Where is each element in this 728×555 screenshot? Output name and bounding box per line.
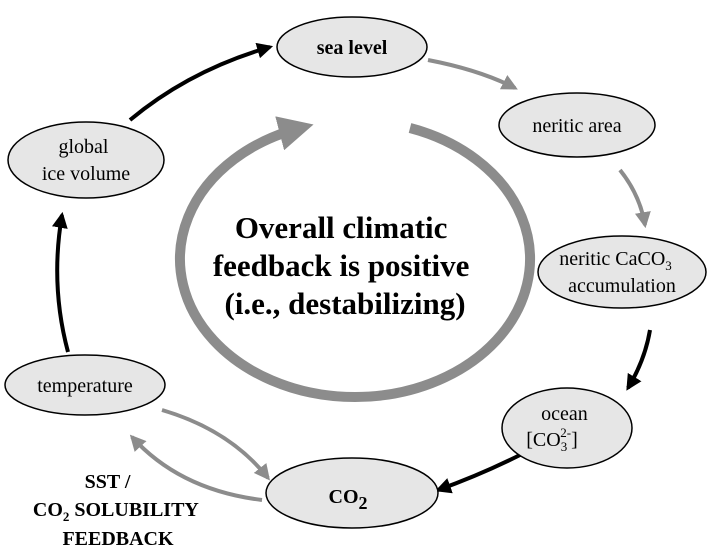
feedback-label: SST / CO2 SOLUBILITY FEEDBACK: [33, 471, 203, 550]
node-label: neritic area: [532, 115, 621, 137]
arrow: [51, 211, 70, 353]
center-text: Overall climatic feedback is positive (i…: [213, 210, 477, 321]
node-label: CO2: [329, 486, 368, 513]
text-part: 2-: [560, 425, 571, 440]
node: [4, 354, 166, 416]
arrow: [128, 42, 274, 122]
text-part: (i.e., destabilizing): [224, 286, 465, 321]
node: [537, 235, 707, 309]
node: [265, 457, 439, 529]
node: [276, 16, 428, 78]
text-part: SST /: [85, 471, 131, 493]
arrow: [427, 58, 518, 90]
central-loop: [175, 116, 535, 403]
text-part: 3: [665, 258, 672, 273]
node: [498, 92, 656, 158]
text-part: ice volume: [42, 163, 130, 185]
arrows: [51, 42, 652, 502]
text-part: accumulation: [568, 275, 676, 297]
node-label: neritic CaCO3 accumulation: [559, 248, 677, 297]
text-part: CO: [329, 486, 359, 508]
text-part: [CO: [526, 429, 560, 451]
node: [7, 121, 165, 199]
node: [501, 387, 633, 469]
text-part: global: [59, 136, 109, 158]
text-part: 2: [359, 493, 368, 513]
arrow: [434, 453, 521, 494]
node-label: global ice volume: [42, 136, 130, 185]
text-part: neritic CaCO: [559, 248, 665, 270]
text-part: feedback is positive: [213, 248, 470, 283]
node-label: temperature: [37, 375, 133, 397]
text-part: SOLUBILITY: [69, 499, 199, 521]
text-part: 3: [561, 439, 568, 454]
text-part: ocean: [541, 403, 588, 425]
text-part: CO: [33, 499, 63, 521]
node-label: sea level: [317, 37, 388, 59]
text-part: 2: [63, 509, 70, 524]
text-part: FEEDBACK: [62, 528, 174, 550]
node-label: ocean [CO32-]: [526, 403, 593, 454]
text-part: ]: [571, 429, 578, 451]
arrow: [618, 168, 651, 229]
arrow: [626, 329, 652, 391]
arrow: [129, 434, 263, 502]
text-part: Overall climatic: [235, 210, 448, 245]
arrow: [161, 408, 270, 481]
